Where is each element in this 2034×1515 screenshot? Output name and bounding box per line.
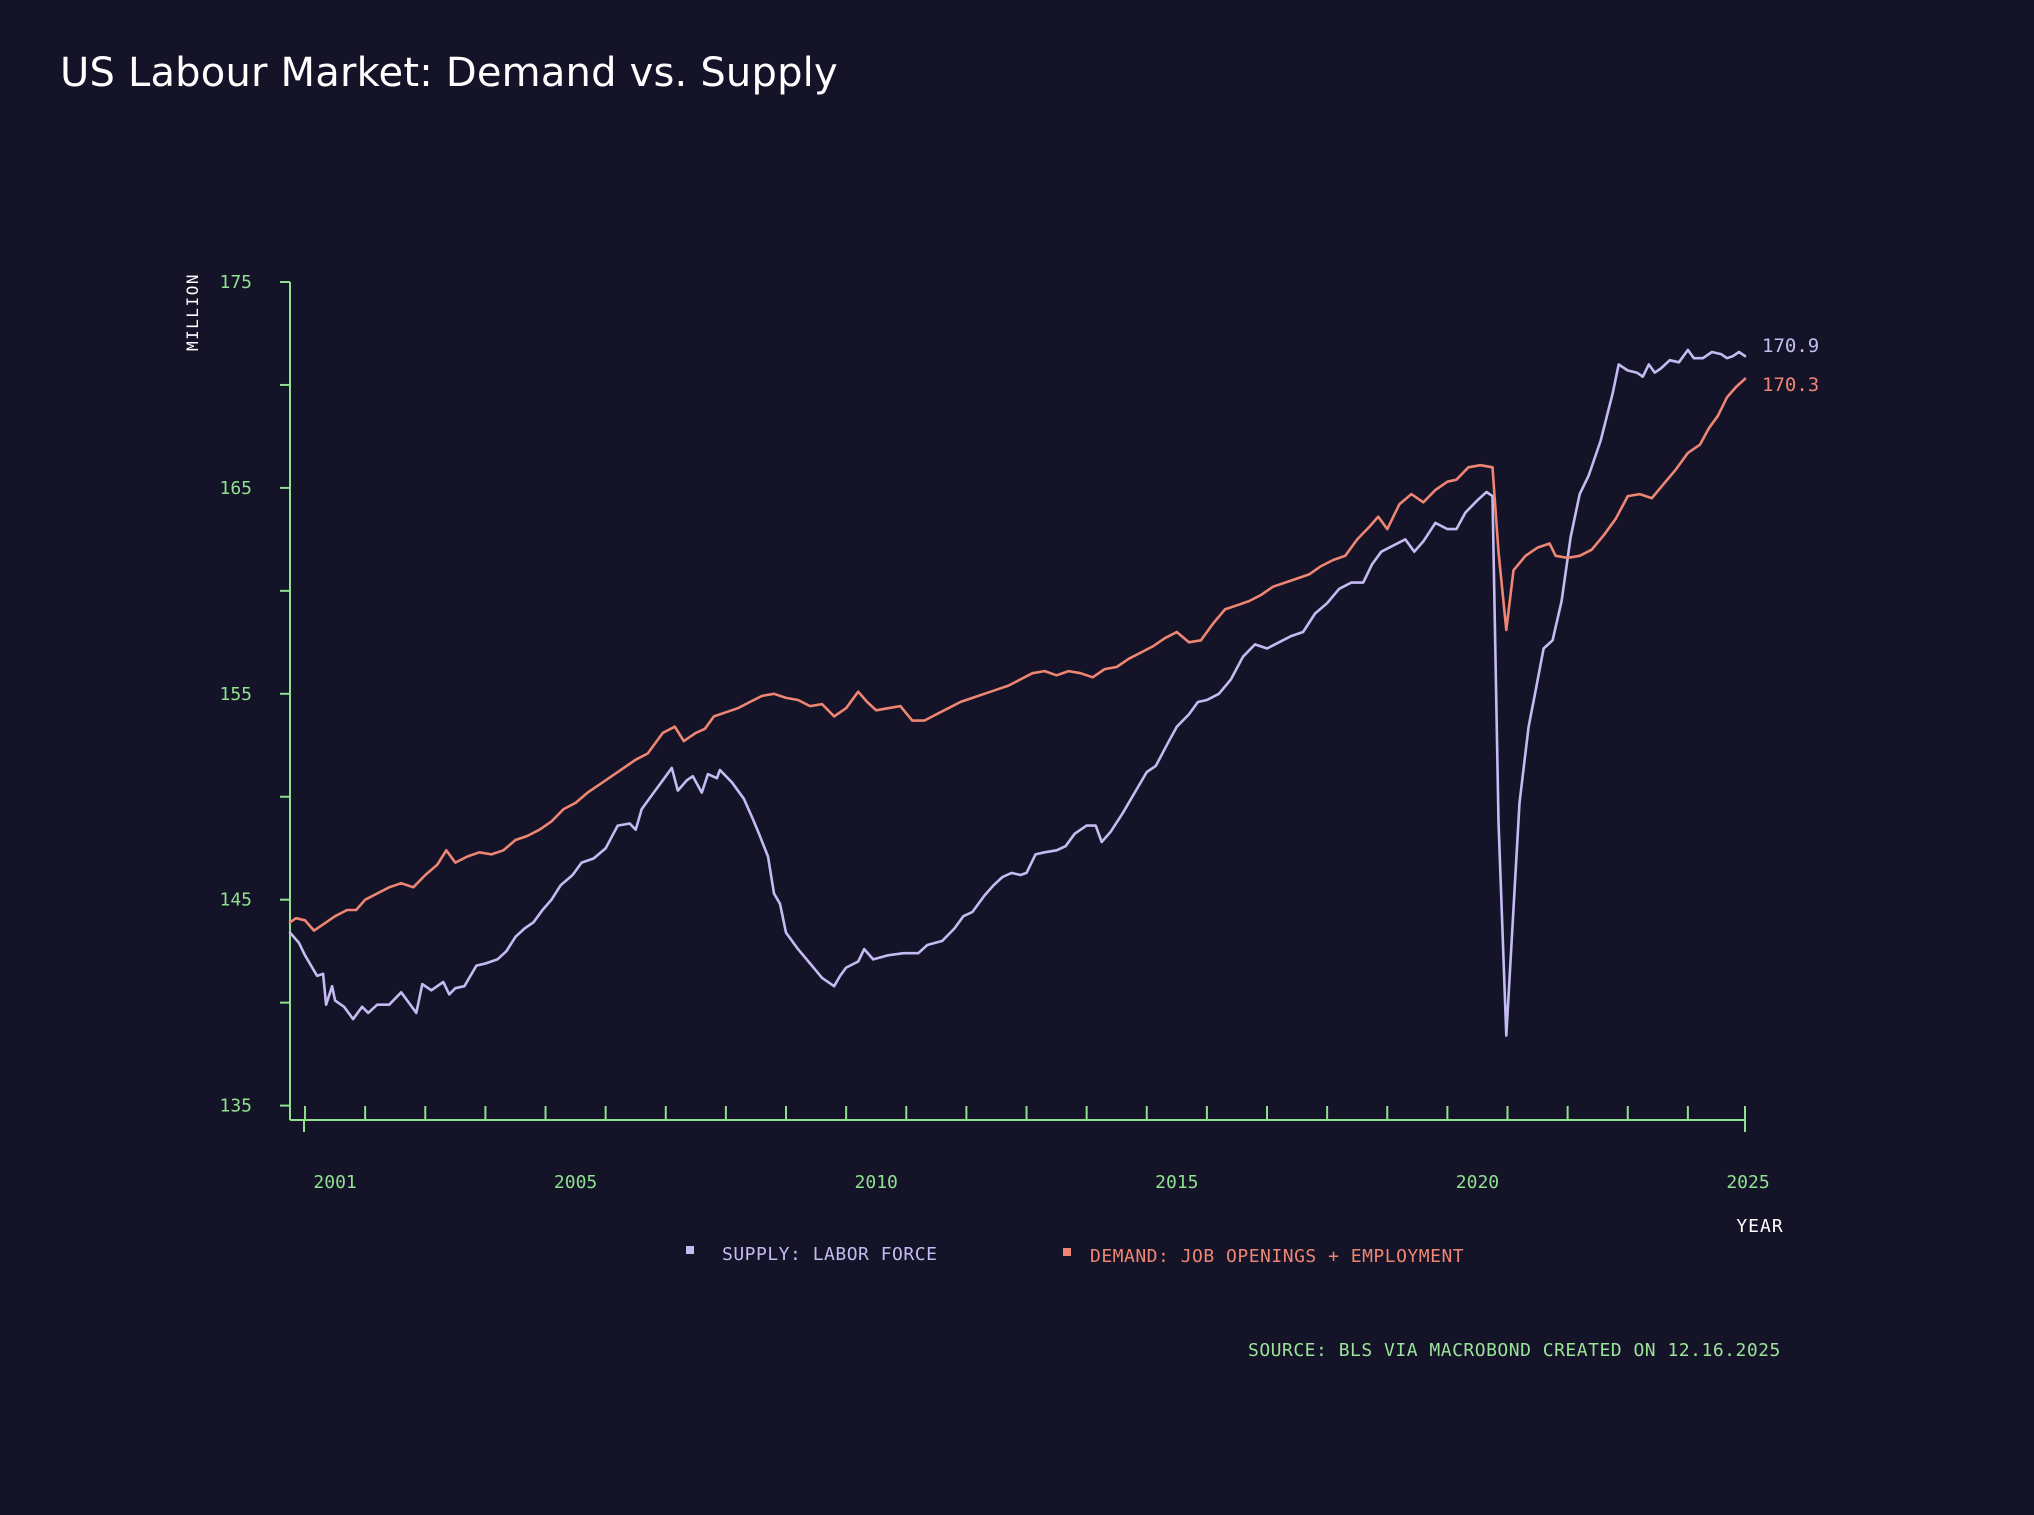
x-tick-label: 2001	[313, 1172, 356, 1193]
y-tick-label: 145	[219, 890, 252, 911]
end-label-demand: 170.3	[1762, 374, 1819, 396]
y-tick-label: 175	[219, 272, 252, 293]
labels-layer: 170.9 170.3	[1762, 335, 1819, 396]
x-axis-title: YEAR	[1736, 1216, 1783, 1237]
source-note: SOURCE: BLS VIA MACROBOND CREATED ON 12.…	[1248, 1340, 1781, 1361]
legend: SUPPLY: LABOR FORCE DEMAND: JOB OPENINGS …	[686, 1244, 1464, 1267]
series-line-supply	[288, 348, 1747, 1037]
chart-title: US Labour Market: Demand vs. Supply	[60, 50, 838, 96]
y-tick-label: 155	[219, 684, 252, 705]
x-tick-label: 2010	[855, 1172, 898, 1193]
legend-marker-supply	[686, 1246, 694, 1254]
x-tick-label: 2015	[1155, 1172, 1198, 1193]
legend-label-supply: SUPPLY: LABOR FORCE	[722, 1244, 937, 1265]
legend-label-demand: DEMAND: JOB OPENINGS + EMPLOYMENT	[1090, 1246, 1464, 1267]
y-tick-label: 135	[219, 1096, 252, 1117]
axes: 135 145 155 165 175 2001 2005 2010 2015 2020 2025 M…	[183, 272, 1783, 1237]
series-line-demand	[288, 377, 1747, 932]
legend-marker-demand	[1063, 1248, 1071, 1256]
x-tick-label: 2025	[1726, 1172, 1769, 1193]
end-label-supply: 170.9	[1762, 335, 1819, 357]
y-axis-title: MILLION	[183, 273, 202, 351]
y-tick-label: 165	[219, 478, 252, 499]
x-tick-label: 2005	[554, 1172, 597, 1193]
x-tick-label: 2020	[1456, 1172, 1499, 1193]
series-layer	[288, 348, 1747, 1037]
